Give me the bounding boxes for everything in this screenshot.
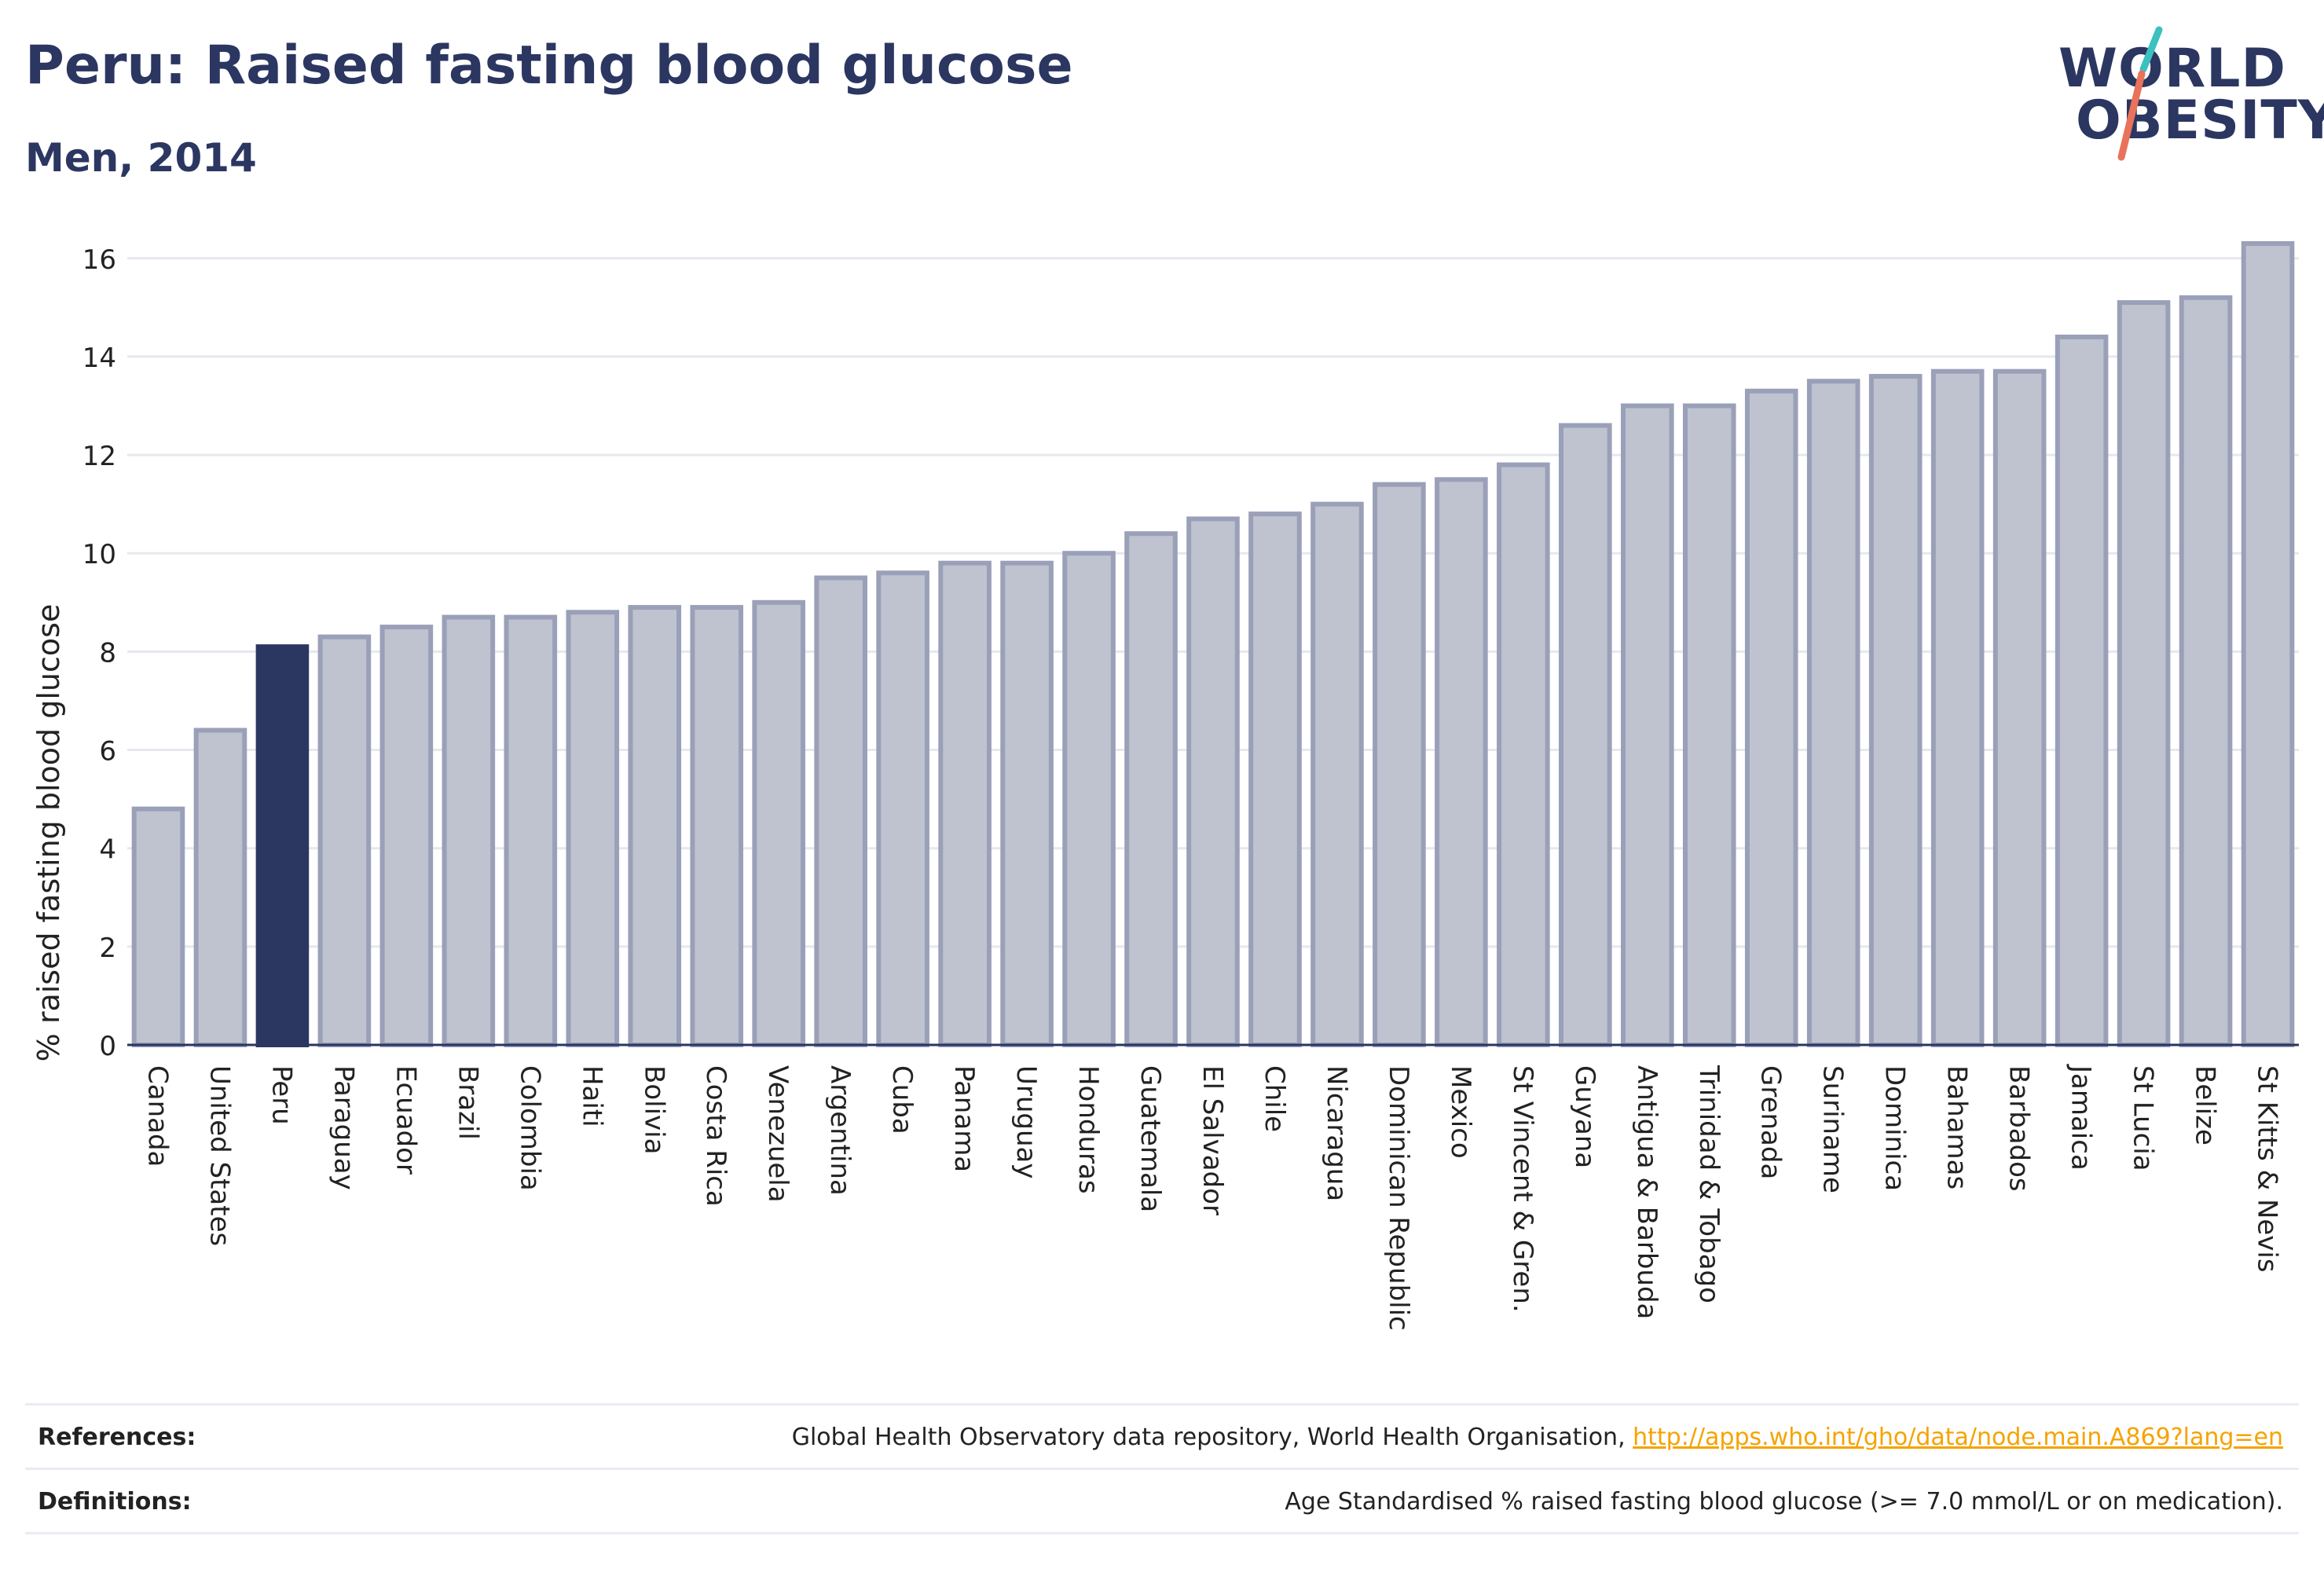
x-tick-label: Dominican Republic [1383,1065,1414,1331]
x-tick-label: Uruguay [1010,1065,1042,1179]
y-tick-label: 4 [99,834,116,866]
x-tick-label: United States [203,1065,235,1246]
x-tick-label: Guatemala [1135,1065,1166,1212]
bar [1373,482,1426,1047]
y-tick-label: 14 [82,343,116,374]
y-tick-label: 16 [82,244,116,276]
world-obesity-logo: WORLD OBESITY [2043,24,2324,173]
bar [2241,241,2295,1047]
x-tick-label: Argentina [824,1065,856,1196]
footer-divider-top [25,1403,2299,1406]
x-tick-label: Belize [2190,1065,2221,1145]
x-tick-label: Panama [948,1065,980,1172]
bar [1930,368,1985,1047]
x-tick-label: Costa Rica [700,1065,731,1207]
chart-title: Peru: Raised fasting blood glucose [25,35,1073,97]
x-tick-label: El Salvador [1197,1065,1228,1215]
bar [193,728,247,1047]
x-tick-label: Haiti [576,1065,607,1127]
bar [2117,300,2171,1047]
x-tick-label: Guyana [1569,1065,1600,1168]
bar [1186,516,1240,1047]
definitions-label: Definitions: [38,1488,192,1516]
x-tick-label: Colombia [514,1065,545,1191]
y-tick-label: 0 [99,1031,116,1062]
y-tick-label: 2 [99,933,116,964]
y-tick-label: 8 [99,637,116,669]
definitions-row: Definitions: Age Standardised % raised f… [25,1472,2299,1535]
definitions-text: Age Standardised % raised fasting blood … [1285,1488,2283,1516]
bar [1868,373,1923,1048]
bar [876,570,929,1047]
x-tick-label: Ecuador [390,1065,421,1175]
bar [1744,388,1798,1048]
x-tick-label: Suriname [1817,1065,1849,1193]
x-tick-label: Cuba [886,1065,918,1134]
bar [131,806,185,1047]
logo-text-line2: OBESITY [2076,90,2324,152]
logo-text-line1: WORLD [2058,38,2286,100]
x-tick-label: Antigua & Barbuda [1631,1065,1662,1319]
bar [379,625,434,1047]
references-link[interactable]: http://apps.who.int/gho/data/node.main.A… [1633,1424,2283,1451]
chart-subtitle: Men, 2014 [25,135,257,181]
x-tick-label: Jamaica [2066,1064,2097,1171]
x-tick-label: Canada [141,1065,173,1167]
bar [1435,477,1488,1047]
bar [1248,511,1302,1048]
references-row: References: Global Health Observatory da… [25,1408,2299,1471]
bar [1124,531,1178,1047]
y-tick-label: 10 [82,539,116,570]
x-tick-label: St Vincent & Gren. [1507,1065,1538,1313]
bar [690,605,744,1047]
x-tick-label: Chile [1259,1065,1290,1132]
bar [1992,368,2047,1047]
bar [1497,462,1550,1047]
bar [814,575,867,1047]
references-text: Global Health Observatory data repositor… [792,1424,2283,1451]
x-tick-label: St Lucia [2128,1065,2159,1171]
bar [1000,560,1054,1047]
bar [1806,379,1860,1047]
references-source: Global Health Observatory data repositor… [791,1424,1633,1451]
bar [504,614,558,1047]
x-tick-label: St Kitts & Nevis [2252,1065,2283,1273]
bar [1062,551,1116,1047]
bar [1621,403,1674,1048]
bar [938,560,992,1047]
bar [2055,334,2109,1048]
x-tick-label: Peru [266,1065,297,1125]
x-tick-label: Mexico [1445,1065,1476,1159]
bar [566,610,620,1047]
x-tick-label: Paraguay [328,1065,359,1190]
y-tick-label: 12 [82,441,116,472]
x-tick-label: Trinidad & Tobago [1693,1065,1725,1303]
bar [628,605,682,1047]
bar-chart: 0 2 4 6 8 10 12 14 16 Canada United States Peru Para… [82,241,2299,1331]
bar [442,614,496,1047]
x-tick-label: Barbados [2003,1065,2035,1192]
bar [1682,403,1736,1048]
x-tick-label: Honduras [1072,1065,1104,1194]
bar [2179,295,2233,1047]
x-tick-label: Grenada [1755,1065,1787,1179]
bar [1559,423,1612,1047]
y-tick-label: 6 [99,736,116,768]
bar [752,599,805,1047]
x-tick-label: Venezuela [762,1065,794,1203]
x-tick-label: Bahamas [1941,1065,1973,1189]
x-tick-label: Brazil [452,1065,483,1140]
footer-divider-middle [25,1468,2299,1470]
logo-slash-icon [2117,26,2163,161]
x-tick-label: Nicaragua [1321,1065,1352,1201]
bar-highlighted [255,644,310,1047]
x-tick-label: Bolivia [638,1065,669,1154]
bar [1310,501,1364,1047]
references-label: References: [38,1424,196,1451]
footer-divider-bottom [25,1532,2299,1534]
bar [317,634,372,1047]
x-tick-label: Dominica [1879,1065,1911,1191]
